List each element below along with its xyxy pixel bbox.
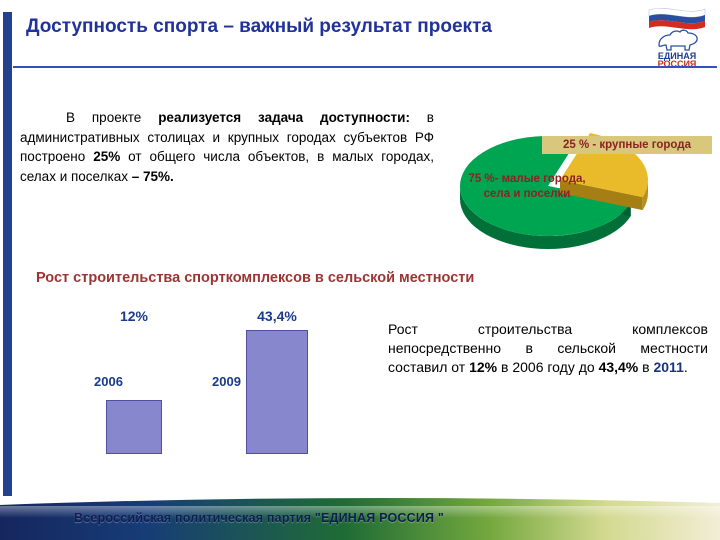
note-text-segment: в 2006 году до bbox=[497, 358, 599, 375]
bar-category-2009: 2009 bbox=[212, 374, 241, 389]
bar-value-label-2009: 43,4% bbox=[257, 308, 297, 324]
bar-value-label-2006: 12% bbox=[119, 308, 149, 324]
bar-chart: 12% 43,4% 2006 2009 bbox=[60, 302, 350, 460]
footer-text: Всероссийская политическая партия "ЕДИНА… bbox=[74, 511, 445, 525]
left-accent-bar bbox=[3, 12, 12, 498]
logo-text-line2: РОССИЯ bbox=[658, 59, 697, 67]
bar-2009 bbox=[246, 330, 308, 454]
united-russia-logo: ЕДИНАЯ РОССИЯ bbox=[642, 3, 712, 67]
intro-bold-75: – 75%. bbox=[131, 168, 174, 184]
note-text-segment: в bbox=[638, 358, 654, 375]
logo-text-line1: ЕДИНАЯ bbox=[658, 51, 696, 61]
pie-label-25-percent: 25 % - крупные города bbox=[542, 136, 712, 154]
slide-title: Доступность спорта – важный результат пр… bbox=[26, 16, 492, 37]
intro-paragraph: В проекте реализуется задача доступности… bbox=[20, 108, 434, 186]
intro-bold-segment: реализуется задача доступности: bbox=[158, 110, 410, 125]
party-emblem-icon: ЕДИНАЯ РОССИЯ bbox=[648, 7, 706, 67]
bar-category-2006: 2006 bbox=[94, 374, 123, 389]
intro-text-segment: от общего числа объектов, в малых города… bbox=[20, 149, 434, 184]
header-divider bbox=[13, 66, 717, 68]
note-text-segment: . bbox=[683, 358, 688, 375]
bar-2006 bbox=[106, 400, 162, 454]
intro-bold-25: 25% bbox=[93, 149, 121, 165]
intro-text-segment: в административных столицах и крупных го… bbox=[20, 110, 434, 165]
note-text-segment: Рост строительства комплексов непосредст… bbox=[388, 321, 708, 375]
note-bold-43: 43,4% bbox=[598, 358, 639, 375]
intro-text-segment: В проекте bbox=[66, 110, 159, 125]
pie-chart: 25 % - крупные города 75 %- малые города… bbox=[438, 108, 718, 264]
footer-band: Всероссийская политическая партия "ЕДИНА… bbox=[0, 496, 720, 540]
note-paragraph: Рост строительства комплексов непосредст… bbox=[388, 320, 708, 377]
pie-label-75-percent: 75 %- малые города, села и поселки bbox=[468, 173, 586, 200]
note-bold-12: 12% bbox=[469, 358, 498, 375]
note-bold-2011: 2011 bbox=[653, 358, 684, 375]
footer-curve-decoration bbox=[0, 496, 720, 505]
section-title: Рост строительства спорткомплексов в сел… bbox=[36, 270, 475, 286]
bear-emblem-icon bbox=[658, 29, 698, 51]
